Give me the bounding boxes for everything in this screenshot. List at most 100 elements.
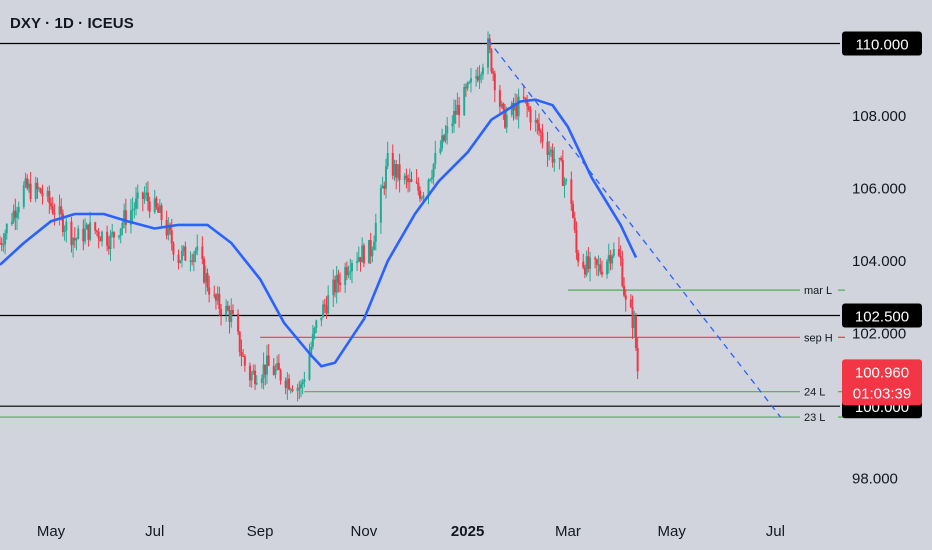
candle-body: [254, 370, 257, 385]
candle-body: [112, 232, 115, 238]
candle-body: [534, 119, 537, 123]
candle-body: [636, 347, 639, 372]
candle-body: [24, 178, 27, 185]
candle-body: [505, 114, 508, 128]
candle-body: [606, 261, 609, 275]
candle-body: [191, 260, 194, 262]
candle-body: [286, 378, 289, 388]
candle-body: [349, 271, 352, 273]
candle-body: [458, 104, 461, 116]
candle-body: [546, 141, 549, 156]
candle-body: [143, 194, 146, 199]
candle-body: [570, 179, 573, 205]
candle-body: [561, 160, 564, 186]
candle-body: [170, 230, 173, 244]
candle-body: [158, 205, 161, 213]
marked-level-label: 23 L: [804, 412, 825, 424]
candle-body: [429, 179, 432, 181]
candle-body: [277, 363, 280, 370]
candle-body: [10, 221, 13, 225]
candle-body: [123, 210, 126, 223]
candle-body: [160, 205, 163, 221]
candle-body: [148, 201, 151, 213]
candle-body: [39, 188, 42, 194]
candle-body: [403, 175, 406, 180]
candle-body: [422, 195, 425, 198]
candle-body: [315, 320, 318, 328]
candle-body: [323, 304, 326, 307]
marked-level-label: sep H: [804, 332, 833, 344]
candle-body: [607, 255, 610, 262]
candle-body: [136, 192, 139, 199]
candle-body: [172, 243, 175, 255]
candle-body: [106, 231, 109, 246]
candle-body: [623, 285, 626, 296]
candle-body: [276, 363, 279, 369]
candle-body: [347, 272, 350, 276]
candle-body: [313, 327, 316, 334]
candle-body: [41, 193, 44, 197]
candle-body: [121, 222, 124, 229]
candle-body: [510, 102, 513, 115]
candle-body: [274, 368, 277, 375]
candle-body: [129, 210, 132, 225]
y-tick-label: 104.000: [852, 253, 906, 270]
x-tick-label: 2025: [451, 523, 484, 540]
candle-body: [369, 240, 372, 257]
candle-body: [441, 135, 444, 149]
candle-body: [515, 103, 518, 117]
candle-body: [493, 73, 496, 91]
candle-body: [97, 231, 100, 239]
candle-body: [541, 132, 544, 142]
candle-body: [333, 279, 336, 293]
candle-body: [291, 389, 294, 392]
moving-average-line: [0, 98, 638, 368]
candle-body: [405, 175, 408, 178]
candle-body: [213, 294, 216, 296]
candle-body: [301, 381, 304, 385]
candle-body: [243, 356, 246, 366]
candle-body: [609, 255, 612, 264]
candle-body: [167, 224, 170, 236]
candle-body: [526, 99, 529, 107]
candle-body: [466, 82, 469, 89]
candle-body: [177, 254, 180, 263]
candle-body: [386, 153, 389, 167]
candle-body: [203, 259, 206, 283]
marked-level-label: 24 L: [804, 387, 825, 399]
candle-body: [237, 313, 240, 332]
candle-body: [398, 164, 401, 180]
candle-body: [218, 293, 221, 309]
candle-body: [26, 178, 29, 189]
candle-body: [84, 229, 87, 242]
candle-body: [356, 261, 359, 263]
candle-body: [155, 198, 158, 208]
candle-body: [371, 249, 374, 257]
candle-body: [500, 103, 503, 107]
candle-body: [252, 370, 255, 374]
candle-body: [560, 158, 563, 161]
candle-body: [73, 238, 76, 241]
candle-body: [327, 295, 330, 314]
candle-body: [101, 231, 104, 242]
candle-body: [524, 97, 527, 100]
candle-body: [344, 267, 347, 285]
key-level-badge: [842, 31, 922, 56]
candle-body: [322, 304, 325, 318]
candle-body: [619, 255, 622, 259]
candle-body: [407, 177, 410, 183]
candle-body: [633, 315, 636, 328]
candle-body: [310, 346, 313, 355]
candle-body: [573, 217, 576, 230]
candle-body: [36, 182, 39, 190]
x-tick-label: May: [37, 523, 66, 540]
candle-body: [27, 183, 30, 189]
candle-body: [192, 254, 195, 262]
candle-body: [384, 166, 387, 189]
candle-body: [597, 264, 600, 266]
candle-body: [225, 305, 228, 316]
candle-body: [498, 90, 501, 107]
candle-body: [517, 96, 520, 117]
